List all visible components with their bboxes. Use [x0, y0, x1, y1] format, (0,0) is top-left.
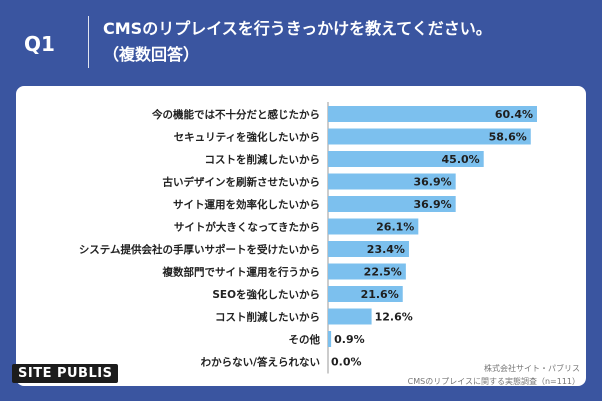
category-label: システム提供会社の手厚いサポートを受けたいから: [79, 243, 320, 256]
page-title: CMSのリプレイスを行うきっかけを教えてください。 （複数回答）: [103, 16, 492, 68]
header-divider: [88, 16, 89, 68]
value-label: 36.9%: [414, 198, 452, 211]
value-label: 0.0%: [331, 356, 362, 369]
bar: [328, 263, 406, 280]
value-label: 21.6%: [361, 288, 399, 301]
bar: [328, 196, 456, 212]
category-label: コストを削減したいから: [205, 153, 321, 166]
question-number: Q1: [24, 32, 55, 56]
chart-card: 今の機能では不十分だと感じたから 60.4% セキュリティを強化したいから 58.6%…: [16, 86, 586, 386]
value-label: 23.4%: [367, 243, 405, 256]
site-publis-logo: SITE PUBLIS: [12, 364, 119, 383]
bar: [328, 173, 456, 190]
bar-chart: 今の機能では不十分だと感じたから 60.4% セキュリティを強化したいから 58.6%…: [79, 102, 537, 374]
category-label: 今の機能では不十分だと感じたから: [151, 108, 320, 121]
category-label: コスト削減したいから: [215, 311, 320, 324]
bar: [328, 308, 372, 325]
value-label: 58.6%: [489, 131, 527, 144]
source-company: 株式会社サイト・パブリス: [484, 364, 580, 373]
title-line-1: CMSのリプレイスを行うきっかけを教えてください。: [103, 19, 492, 38]
bar: [328, 218, 419, 235]
header: Q1 CMSのリプレイスを行うきっかけを教えてください。 （複数回答）: [0, 0, 602, 84]
bar: [328, 106, 537, 122]
value-label: 0.9%: [334, 333, 365, 346]
category-label: SEOを強化したいから: [212, 288, 320, 301]
bar: [328, 128, 531, 145]
category-label: 複数部門でサイト運用を行うから: [162, 266, 321, 279]
value-label: 36.9%: [414, 176, 452, 189]
category-label: その他: [289, 333, 321, 346]
value-label: 45.0%: [442, 153, 480, 166]
source-note: 株式会社サイト・パブリス CMSのリプレイスに関する実態調査（n=111）: [408, 362, 580, 388]
category-label: セキュリティを強化したいから: [174, 131, 320, 144]
category-label: サイト運用を効率化したいから: [173, 198, 320, 211]
bar: [328, 331, 332, 347]
bar: [328, 241, 409, 257]
value-label: 26.1%: [376, 221, 414, 234]
category-label: サイトが大きくなってきたから: [174, 221, 320, 234]
title-line-2: （複数回答）: [103, 45, 200, 64]
category-label: わからない/答えられない: [201, 356, 320, 369]
category-label: 古いデザインを刷新させたいから: [163, 176, 321, 189]
source-survey: CMSのリプレイスに関する実態調査（n=111）: [407, 377, 580, 386]
value-label: 60.4%: [495, 108, 533, 121]
value-label: 12.6%: [375, 311, 413, 324]
bar: [328, 151, 484, 167]
value-label: 22.5%: [364, 266, 402, 279]
bar: [328, 286, 403, 302]
